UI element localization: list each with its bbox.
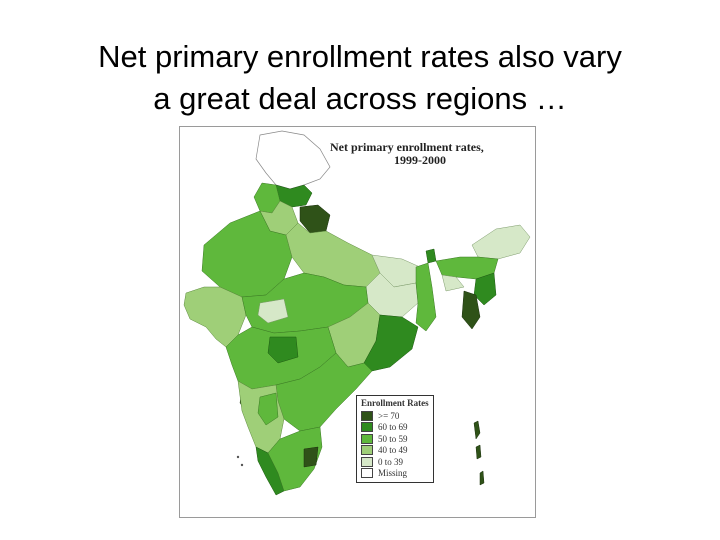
legend-item: 0 to 39 <box>361 456 433 468</box>
map-title-line-2: 1999-2000 <box>394 153 446 167</box>
legend-item: >= 70 <box>361 410 433 422</box>
legend-label: 50 to 59 <box>378 433 408 444</box>
region-andhra-pradesh <box>275 352 373 432</box>
map-title: Net primary enrollment rates, 1999-2000 <box>330 141 530 167</box>
map-title-line-1: Net primary enrollment rates, <box>330 140 484 154</box>
legend-label: 60 to 69 <box>378 422 408 433</box>
legend-label: Missing <box>378 468 408 479</box>
region-arunachal <box>471 224 531 260</box>
slide-title: Net primary enrollment rates also vary a… <box>0 36 720 120</box>
region-tamil-nadu <box>267 426 323 492</box>
enrollment-map: Net primary enrollment rates, 1999-2000 … <box>179 126 536 518</box>
slide-title-line-1: Net primary enrollment rates also vary <box>98 39 622 74</box>
region-rajasthan <box>201 210 293 298</box>
legend-item: 50 to 59 <box>361 433 433 445</box>
region-lakshadweep <box>236 455 240 459</box>
legend-swatch <box>361 410 373 421</box>
india-district-map <box>183 130 531 496</box>
legend-item: 40 to 49 <box>361 445 433 457</box>
region-meghalaya <box>441 274 465 292</box>
legend-title: Enrollment Rates <box>361 398 429 408</box>
region-karnataka-green <box>257 392 279 426</box>
region-andaman <box>473 420 485 486</box>
legend-item: Missing <box>361 468 433 480</box>
legend-swatch <box>361 433 373 444</box>
region-mizoram <box>461 290 481 330</box>
legend-swatch <box>361 445 373 456</box>
region-jammu-kashmir <box>255 130 331 190</box>
map-legend: Enrollment Rates >= 70 60 to 69 50 to 59… <box>356 395 434 483</box>
legend-label: 0 to 39 <box>378 456 404 467</box>
legend-swatch <box>361 422 373 433</box>
region-west-bengal <box>415 262 437 332</box>
region-mp-light-patch <box>257 298 289 324</box>
region-maharashtra-dark <box>267 336 299 364</box>
legend-label: >= 70 <box>378 410 400 421</box>
legend-item: 60 to 69 <box>361 422 433 434</box>
slide-title-line-2: a great deal across regions … <box>153 81 567 116</box>
legend-swatch <box>361 456 373 467</box>
region-tn-dark <box>303 446 319 468</box>
region-manipur-nagaland <box>473 272 497 306</box>
legend-label: 40 to 49 <box>378 445 408 456</box>
region-lakshadweep-2 <box>240 463 244 467</box>
region-sikkim <box>425 248 437 264</box>
legend-swatch <box>361 468 373 479</box>
region-orissa <box>363 314 419 372</box>
